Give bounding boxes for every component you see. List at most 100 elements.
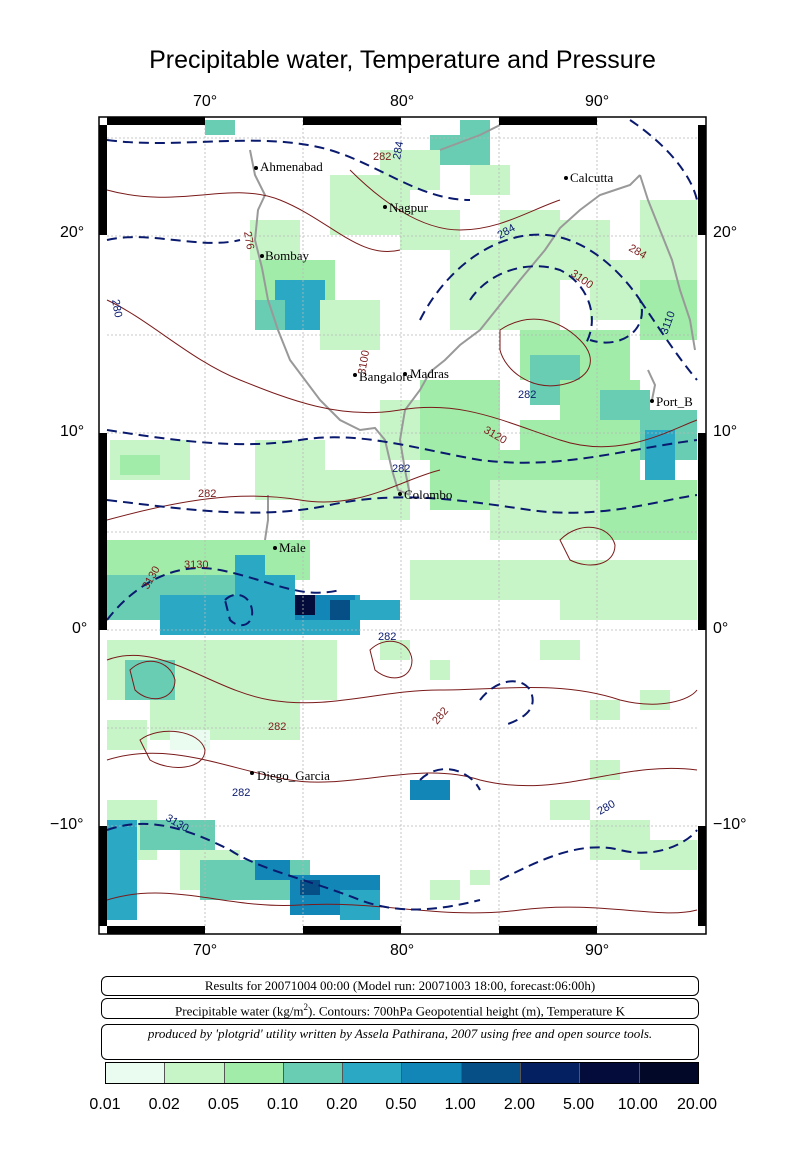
x-tick-80-bottom: 80° (390, 942, 415, 959)
contour-label: 3130 (184, 559, 208, 571)
colorbar-label: 0.50 (385, 1096, 417, 1113)
y-tick-0-left: 0° (72, 620, 88, 637)
precip-cell (300, 880, 320, 895)
precip-cell (470, 870, 490, 885)
x-tick-70-top: 70° (193, 93, 218, 110)
precip-cell (107, 720, 147, 750)
y-tick-m10-left: −10° (50, 816, 84, 833)
y-tick-10-left: 10° (60, 423, 85, 440)
contour-label: 3100 (356, 349, 372, 375)
precip-cell (450, 240, 560, 330)
precip-cell (350, 600, 400, 620)
contour-label: 280 (109, 298, 124, 318)
contour-label: 276 (241, 230, 256, 250)
precip-cell (645, 430, 675, 480)
colorbar-label: 5.00 (563, 1096, 595, 1113)
precip-cell (550, 800, 590, 820)
precip-cell (170, 730, 210, 750)
colorbar-swatch (165, 1063, 225, 1083)
precip-cell (470, 165, 510, 195)
precip-cell (235, 575, 295, 635)
y-tick-20-left: 20° (60, 224, 85, 241)
precip-cell (205, 120, 235, 135)
colorbar-swatch (580, 1063, 640, 1083)
city-bombay: Bombay (265, 248, 310, 263)
legend-caption: Precipitable water (kg/m2). Contours: 70… (101, 998, 699, 1019)
x-tick-80-top: 80° (390, 93, 415, 110)
legend-prefix: Precipitable water (kg/m (175, 1003, 304, 1019)
precip-cell (640, 840, 697, 870)
x-tick-90-bottom: 90° (585, 942, 610, 959)
contour-label: 282 (198, 488, 216, 500)
colorbar-label: 2.00 (503, 1096, 535, 1113)
precip-cell (410, 780, 450, 800)
colorbar-label: 0.02 (148, 1096, 180, 1113)
legend-superscript: 2 (303, 1002, 309, 1012)
precip-cell (560, 560, 697, 620)
precip-cell (640, 200, 697, 280)
colorbar-swatch (224, 1063, 284, 1083)
colorbar-swatch (106, 1063, 166, 1083)
city-diego-garcia: Diego_Garcia (257, 768, 330, 783)
precip-cell (140, 455, 160, 475)
precip-cell (295, 595, 315, 615)
contour-label: 280 (596, 798, 618, 818)
colorbar-swatch (402, 1063, 462, 1083)
city-madras: Madras (410, 366, 449, 381)
city-nagpur: Nagpur (389, 200, 428, 215)
precip-cell (300, 470, 410, 520)
y-tick-20-right: 20° (713, 224, 738, 241)
city-calcutta: Calcutta (570, 170, 614, 185)
colorbar-label: 10.00 (617, 1096, 658, 1113)
colorbar-label: 1.00 (444, 1096, 476, 1113)
contour-label: 282 (518, 389, 536, 401)
contour-label: 282 (378, 631, 396, 643)
precip-cell (540, 640, 580, 660)
precip-cell (380, 640, 410, 660)
colorbar (105, 1062, 699, 1084)
credit-caption: produced by 'plotgrid' utility written b… (101, 1024, 699, 1060)
geopotential-contours (106, 119, 698, 911)
city-markers (250, 166, 654, 775)
contour-label: 282 (392, 463, 410, 475)
city-port-b: Port_B (656, 394, 693, 409)
coastline (249, 124, 696, 541)
city-bangalore: Bangalore (359, 369, 413, 384)
precip-cell (420, 380, 500, 460)
precip-cell (590, 700, 620, 720)
colorbar-swatch (639, 1063, 698, 1083)
precip-cell (140, 820, 215, 850)
x-tick-70-bottom: 70° (193, 942, 218, 959)
colorbar-label: 0.20 (326, 1096, 358, 1113)
precip-cell (255, 860, 290, 880)
city-male: Male (279, 540, 306, 555)
precip-cell (107, 820, 137, 920)
legend-suffix: ). Contours: 700hPa Geopotential height … (308, 1003, 625, 1019)
colorbar-swatch (283, 1063, 344, 1083)
map-title: Precipitable water, Temperature and Pres… (149, 46, 656, 74)
precip-cell (600, 480, 697, 540)
precip-cell (430, 660, 450, 680)
graticule (107, 120, 697, 932)
y-tick-m10-right: −10° (713, 816, 747, 833)
precip-cell (330, 175, 410, 235)
precip-cell (590, 760, 620, 780)
colorbar-swatch (461, 1063, 522, 1083)
precip-cell (640, 690, 670, 710)
colorbar-label: 0.05 (207, 1096, 239, 1113)
colorbar-swatch (343, 1063, 403, 1083)
precip-cell (320, 300, 380, 350)
precip-cell (460, 120, 490, 135)
y-tick-0-right: 0° (713, 620, 729, 637)
x-tick-90-top: 90° (585, 93, 610, 110)
city-ahmenabad: Ahmenabad (260, 159, 323, 174)
contour-label: 284 (391, 140, 406, 160)
precip-cell (410, 560, 490, 600)
colorbar-label: 0.01 (89, 1096, 121, 1113)
results-caption: Results for 20071004 00:00 (Model run: 2… (101, 976, 699, 996)
contour-label: 282 (268, 721, 286, 733)
colorbar-label: 0.10 (267, 1096, 299, 1113)
city-colombo: Colombo (404, 487, 453, 502)
precip-cell (430, 880, 460, 900)
